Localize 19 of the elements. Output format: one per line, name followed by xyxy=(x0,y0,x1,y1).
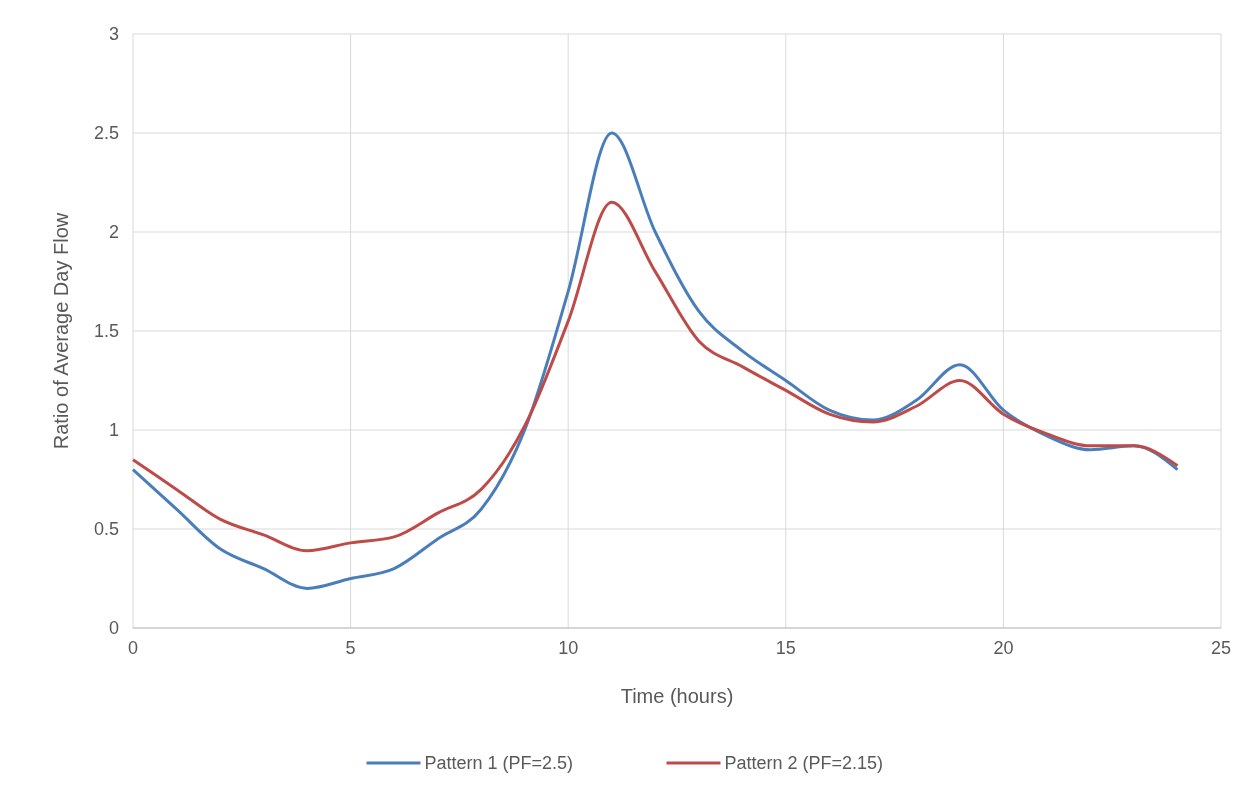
x-tick-label: 20 xyxy=(993,638,1014,658)
y-tick-label: 1.5 xyxy=(93,321,119,341)
x-tick-label: 25 xyxy=(1210,638,1232,658)
x-tick-label: 5 xyxy=(345,638,356,658)
y-axis-title: Ratio of Average Day Flow xyxy=(50,212,72,450)
y-tick-label: 0.5 xyxy=(93,519,119,539)
line-series xyxy=(131,131,1179,590)
x-axis-title: Time (hours) xyxy=(620,685,734,707)
y-tick-label: 2.5 xyxy=(93,123,119,143)
y-tick-label: 2 xyxy=(108,222,119,242)
y-tick-label: 1 xyxy=(108,420,119,440)
x-tick-label: 15 xyxy=(775,638,796,658)
y-tick-label: 3 xyxy=(108,24,119,44)
y-tick-label: 0 xyxy=(108,618,119,638)
x-tick-label: 0 xyxy=(127,638,139,658)
legend-label: Pattern 1 (PF=2.5) xyxy=(424,753,574,773)
line-series xyxy=(131,200,1179,553)
x-tick-label: 10 xyxy=(558,638,579,658)
legend-label: Pattern 2 (PF=2.15) xyxy=(724,753,884,773)
